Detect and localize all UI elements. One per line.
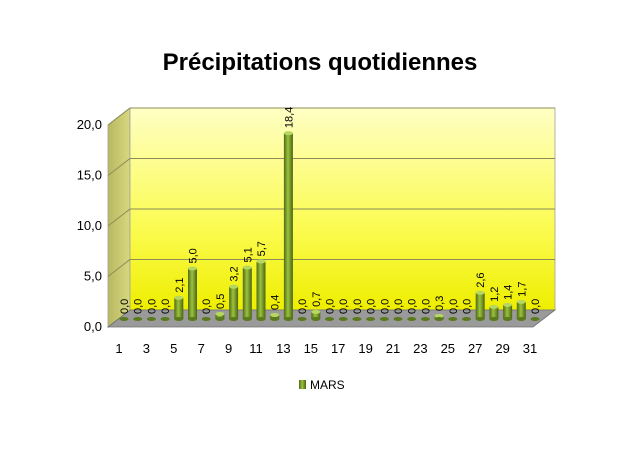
x-tick-label: 29 bbox=[495, 341, 509, 356]
data-labels: 0,0 0,0 0,0 0,02,15,00,0 0,53,25,1 5,70,418,4… bbox=[119, 107, 542, 314]
bar-day-5 bbox=[174, 295, 184, 321]
bar-day-11 bbox=[256, 259, 266, 321]
data-label: 0,0 bbox=[297, 299, 309, 314]
bar-day-31 bbox=[530, 317, 540, 321]
data-label: 0,0 bbox=[119, 299, 131, 314]
bar-day-1 bbox=[119, 317, 129, 321]
x-tick-label: 21 bbox=[386, 341, 400, 356]
bar-day-10 bbox=[242, 265, 252, 321]
gridline-side bbox=[107, 158, 131, 176]
y-tick-label: 0,0 bbox=[84, 319, 102, 334]
bar-day-12 bbox=[270, 312, 280, 321]
bar-day-16 bbox=[325, 317, 334, 321]
y-tick-label: 20,0 bbox=[77, 117, 102, 132]
x-tick-label: 15 bbox=[304, 341, 318, 356]
bar-day-13 bbox=[283, 131, 293, 321]
bar-day-15 bbox=[311, 309, 321, 321]
data-label: 0,0 bbox=[146, 299, 158, 314]
data-label: 0,0 bbox=[201, 299, 213, 314]
bars bbox=[119, 131, 540, 321]
x-axis-ticks: 1 3 5 7 9 11 13 15 17 19 21 23 25 27 29 31 bbox=[115, 341, 537, 356]
bar-day-7 bbox=[201, 317, 211, 321]
bar-day-9 bbox=[229, 284, 239, 321]
bar-day-19 bbox=[366, 317, 376, 321]
y-tick-label: 5,0 bbox=[84, 269, 102, 284]
legend-label: MARS bbox=[310, 378, 345, 392]
y-tick-label: 10,0 bbox=[77, 218, 102, 233]
bar-day-21 bbox=[393, 317, 403, 321]
x-tick-label: 9 bbox=[225, 341, 232, 356]
data-label: 5,1 bbox=[242, 247, 254, 262]
data-label: 0,0 bbox=[462, 299, 474, 314]
bar-day-28 bbox=[489, 304, 499, 321]
bar-day-3 bbox=[146, 317, 156, 321]
data-label: 0,0 bbox=[379, 299, 391, 314]
data-label: 0,0 bbox=[338, 299, 350, 314]
data-label: 1,4 bbox=[503, 285, 515, 300]
bar-day-26 bbox=[462, 317, 471, 321]
data-label: 0,7 bbox=[311, 292, 323, 307]
data-label: 0,0 bbox=[530, 299, 542, 314]
data-label: 0,0 bbox=[160, 299, 172, 314]
bar-day-24 bbox=[434, 313, 444, 321]
data-label: 1,2 bbox=[489, 287, 501, 302]
bar-day-4 bbox=[160, 317, 170, 321]
bar-day-6 bbox=[188, 266, 197, 321]
x-tick-label: 19 bbox=[358, 341, 372, 356]
bar-day-29 bbox=[503, 302, 513, 321]
x-tick-label: 11 bbox=[249, 341, 263, 356]
x-tick-label: 31 bbox=[523, 341, 537, 356]
bar-day-25 bbox=[448, 317, 458, 321]
data-label: 5,7 bbox=[256, 241, 268, 256]
x-tick-label: 5 bbox=[170, 341, 177, 356]
data-label: 0,4 bbox=[270, 295, 282, 310]
x-tick-label: 1 bbox=[115, 341, 122, 356]
plot-area bbox=[106, 107, 557, 328]
data-label: 1,7 bbox=[516, 282, 528, 297]
bar-day-8 bbox=[215, 311, 225, 321]
x-tick-label: 7 bbox=[198, 341, 205, 356]
y-tick-label: 15,0 bbox=[77, 168, 102, 183]
data-label: 0,3 bbox=[434, 296, 446, 311]
x-tick-label: 17 bbox=[331, 341, 345, 356]
x-tick-label: 23 bbox=[413, 341, 427, 356]
y-axis-ticks: 0,0 5,0 10,0 15,0 20,0 bbox=[77, 117, 102, 334]
bar-day-17 bbox=[338, 317, 348, 321]
chart-title: Précipitations quotidiennes bbox=[163, 49, 478, 76]
legend: MARS bbox=[299, 378, 345, 392]
bar-day-27 bbox=[475, 290, 485, 321]
x-tick-label: 27 bbox=[468, 341, 482, 356]
bar-day-18 bbox=[352, 317, 362, 321]
legend-swatch bbox=[299, 380, 306, 389]
bar-day-23 bbox=[420, 317, 430, 321]
data-label: 5,0 bbox=[188, 248, 200, 263]
x-tick-label: 25 bbox=[441, 341, 455, 356]
data-label: 0,0 bbox=[393, 299, 405, 314]
bar-day-2 bbox=[133, 317, 143, 321]
data-label: 2,6 bbox=[475, 272, 487, 287]
data-label: 0,0 bbox=[366, 299, 378, 314]
bar-day-22 bbox=[407, 317, 417, 321]
data-label: 0,0 bbox=[133, 299, 145, 314]
gridlines bbox=[107, 107, 555, 277]
data-label: 3,2 bbox=[229, 266, 241, 281]
x-tick-label: 13 bbox=[276, 341, 290, 356]
data-label: 0,0 bbox=[407, 299, 419, 314]
bar-day-14 bbox=[297, 317, 307, 321]
x-tick-label: 3 bbox=[143, 341, 150, 356]
data-label: 0,0 bbox=[420, 299, 432, 314]
data-label: 0,0 bbox=[448, 299, 460, 314]
gridline-side bbox=[107, 107, 131, 126]
data-label: 0,5 bbox=[215, 294, 227, 309]
gridline-side bbox=[107, 259, 131, 277]
data-label: 2,1 bbox=[174, 277, 186, 292]
bar-day-20 bbox=[379, 317, 389, 321]
data-label: 18,4 bbox=[283, 107, 295, 128]
data-label: 0,0 bbox=[325, 299, 337, 314]
gridline-side bbox=[107, 208, 131, 227]
bar-day-30 bbox=[516, 299, 526, 321]
data-label: 0,0 bbox=[352, 299, 364, 314]
